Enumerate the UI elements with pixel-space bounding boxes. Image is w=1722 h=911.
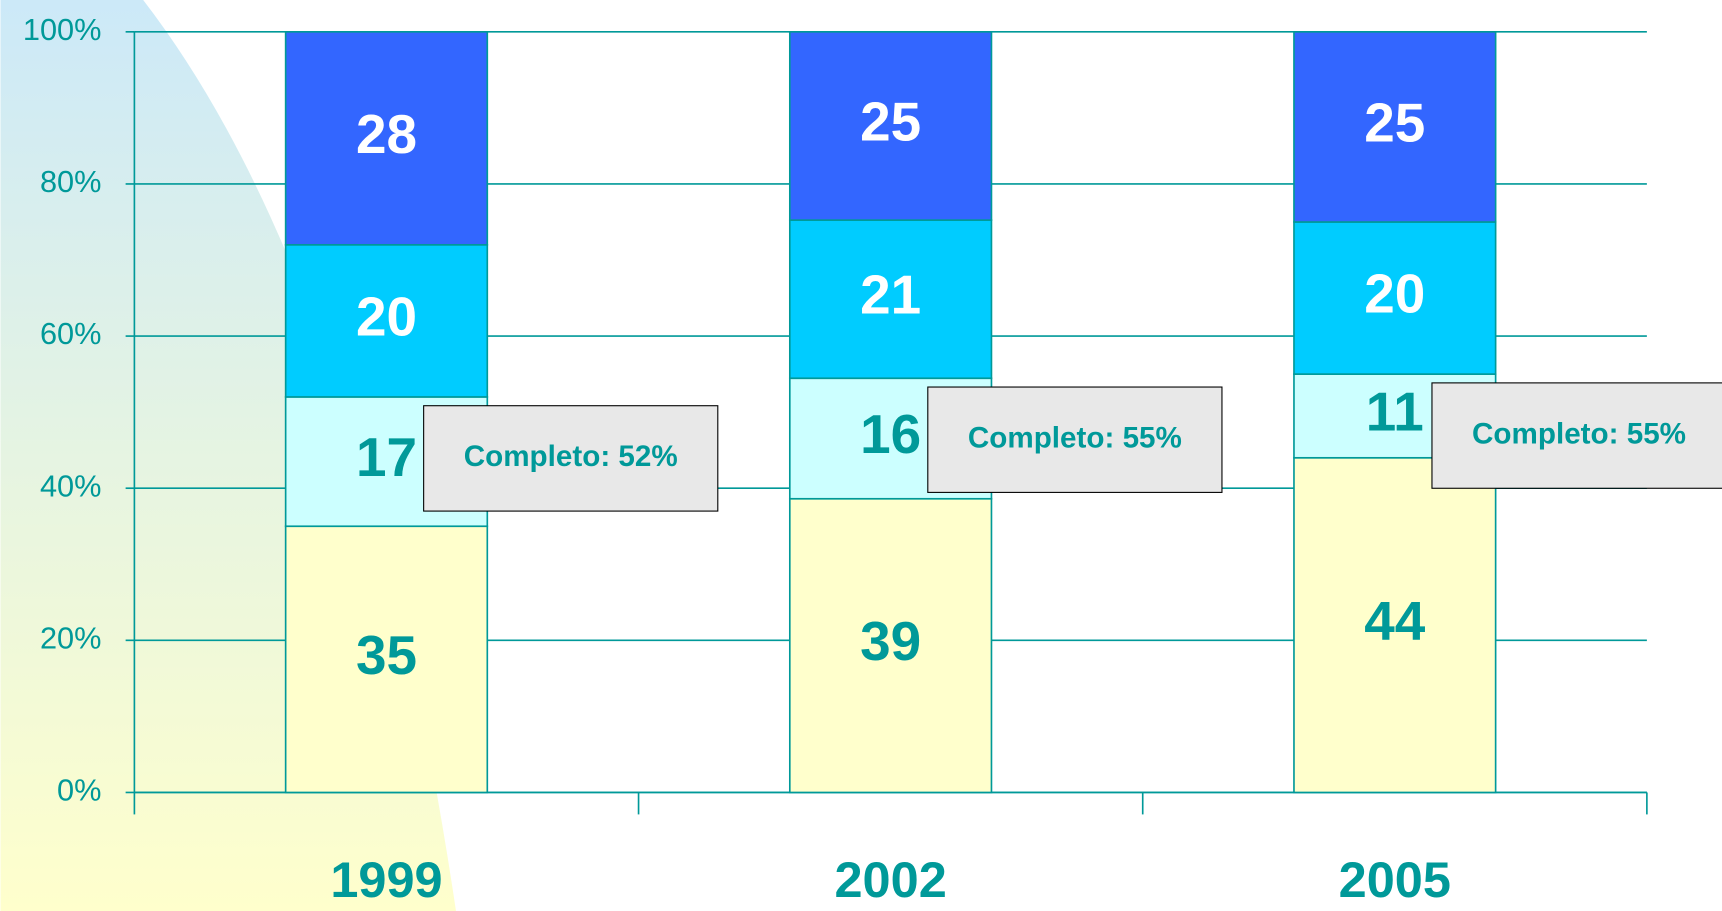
annotation: Completo: 52% [464, 440, 678, 473]
data-label: 39 [860, 610, 921, 672]
data-label: 25 [1364, 91, 1425, 153]
bar-segment [1293, 221, 1497, 375]
data-label: 44 [1364, 590, 1426, 652]
bar-segment [788, 219, 993, 380]
bar-segment [1293, 456, 1497, 794]
annotation-box [927, 386, 1223, 493]
x-tick-label: 2005 [1339, 851, 1451, 908]
y-tick-label: 80% [40, 164, 101, 199]
bar-segment [788, 497, 993, 794]
bar-segment [788, 31, 993, 221]
data-label: 35 [356, 624, 417, 686]
data-label: 20 [356, 285, 417, 347]
labels: 0% 20% 40% 60% 80% 100% 35 17 20 28 1999 Completo: … [23, 12, 1722, 908]
annotation-box [1431, 382, 1722, 489]
data-label: 21 [860, 264, 921, 326]
data-label: 25 [860, 90, 921, 152]
data-label: 20 [1364, 263, 1425, 325]
data-label: 16 [860, 403, 921, 465]
data-label: 28 [356, 103, 417, 165]
bar-segment [1293, 31, 1497, 223]
y-tick-label: 60% [40, 316, 101, 351]
annotation: Completo: 55% [1472, 417, 1686, 450]
y-tick-label: 0% [57, 773, 101, 808]
annotation-box [423, 405, 719, 512]
bar-segment [284, 243, 489, 398]
y-tick-label: 20% [40, 620, 101, 655]
annotation: Completo: 55% [968, 422, 1182, 455]
y-tick-label: 40% [40, 468, 101, 503]
data-label: 17 [356, 426, 417, 488]
x-tick-label: 1999 [330, 851, 442, 908]
data-label: 11 [1366, 380, 1424, 442]
bars [284, 31, 1497, 794]
bar-segment [284, 31, 489, 246]
y-tick-label: 100% [23, 12, 102, 47]
bar-segment [284, 525, 489, 794]
x-tick-label: 2002 [834, 851, 946, 908]
